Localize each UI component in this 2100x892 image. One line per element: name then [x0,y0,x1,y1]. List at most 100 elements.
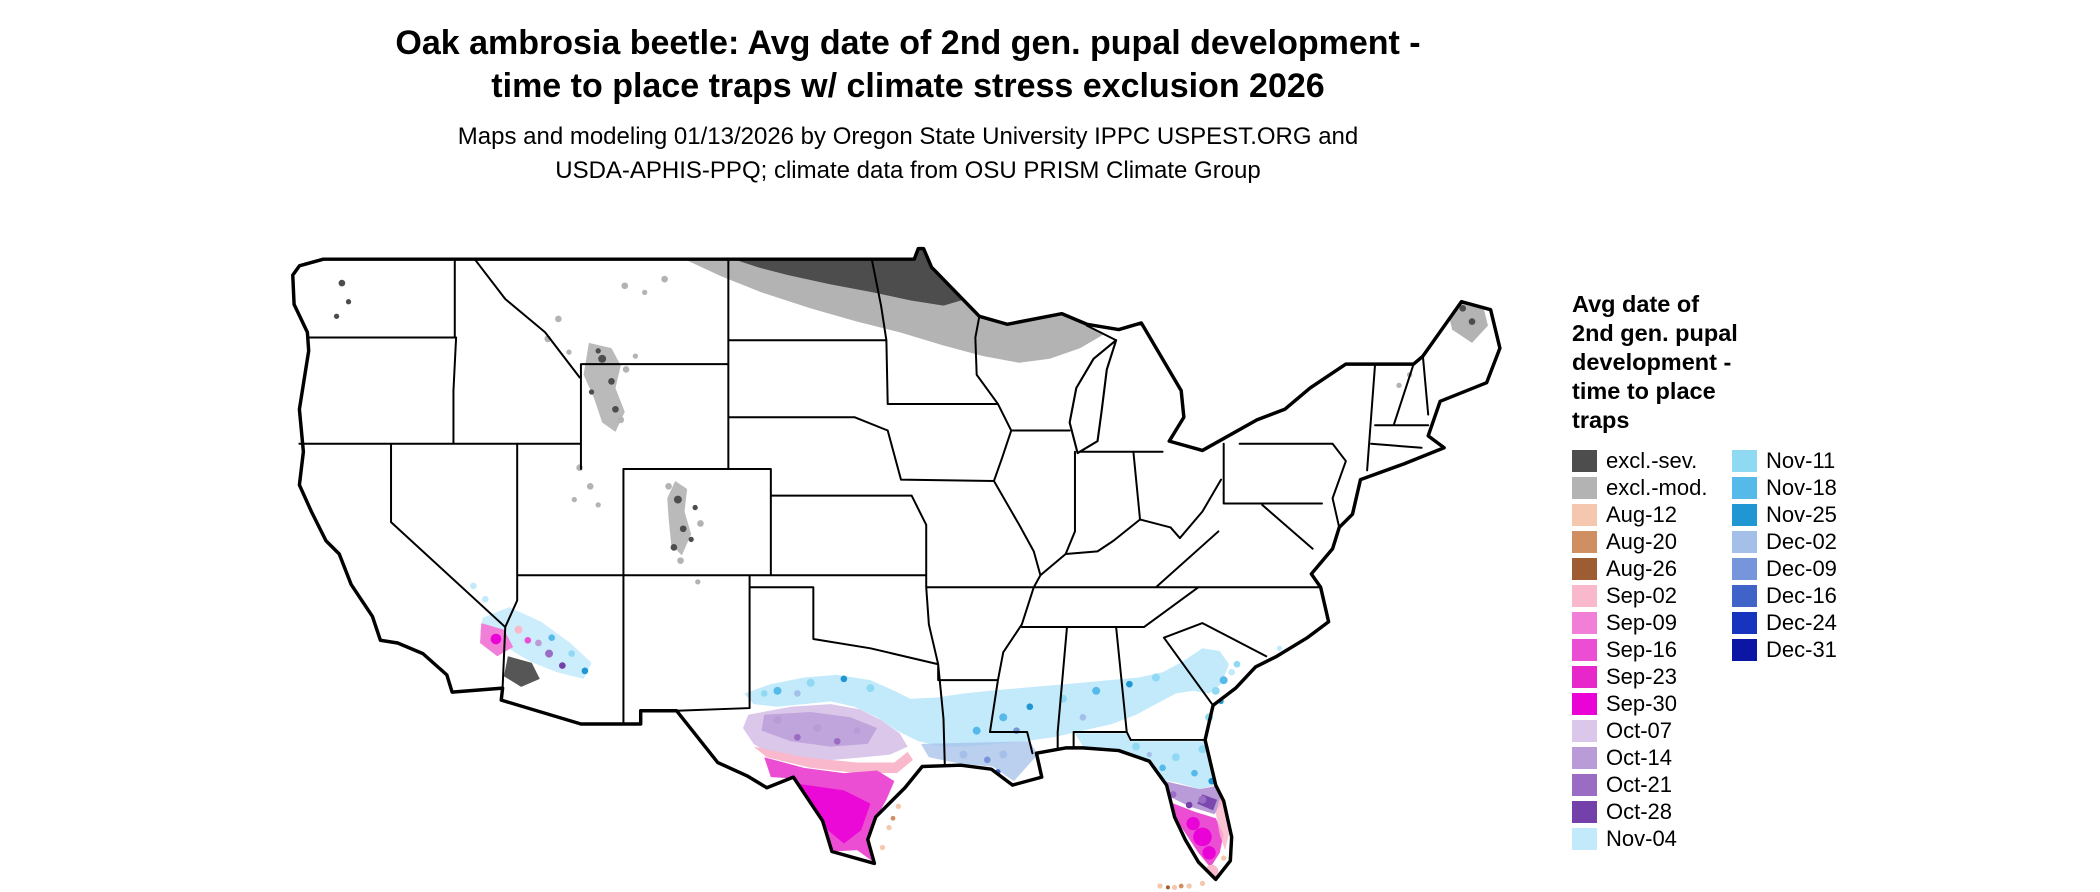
legend-label: Sep-16 [1606,636,1677,662]
legend-item: Sep-30 [1572,690,1732,717]
legend-label: Nov-18 [1766,474,1837,500]
speckles-aug12 [879,803,1227,890]
region-exclusion-severe-north [737,248,967,306]
legend-swatch [1572,665,1597,688]
legend-swatch [1732,476,1757,499]
legend-item: Nov-11 [1732,447,1837,474]
legend-label: Sep-02 [1606,582,1677,608]
legend-label: Aug-26 [1606,555,1677,581]
us-outline-stroke [291,246,1502,882]
legend-label: Sep-23 [1606,663,1677,689]
legend-item: Oct-28 [1572,798,1732,825]
legend-column2: Nov-11 Nov-18 Nov-25 Dec-02 Dec-09 Dec-16 Dec-… [1732,447,1837,663]
legend: Avg date of 2nd gen. pupal development -… [1572,290,2042,852]
legend-item: Aug-12 [1572,501,1732,528]
legend-item: Sep-23 [1572,663,1732,690]
legend-swatch [1732,449,1757,472]
region-texas-september-pink-fringe [753,746,913,774]
lake-michigan [1068,339,1118,455]
legend-swatch [1572,773,1597,796]
legend-item: Sep-02 [1572,582,1732,609]
map-subtitle-line-2: USDA-APHIS-PPQ; climate data from OSU PR… [555,157,1261,184]
speckles-sep16 [524,637,532,644]
map-subtitle-line-1: Maps and modeling 01/13/2026 by Oregon S… [457,123,1359,150]
map-subtitle: Maps and modeling 01/13/2026 by Oregon S… [158,120,1658,188]
legend-label: excl.-mod. [1606,474,1708,500]
region-florida-east-coast-pink [1215,794,1229,851]
map-title-line-2: time to place traps w/ climate stress ex… [491,67,1325,105]
region-south-texas-bright-magenta [797,783,871,844]
legend-item: excl.-mod. [1572,474,1732,501]
region-arizona-exclusion-severe [503,656,540,687]
speckles-oct21 [545,649,1207,804]
region-louisiana-december [920,741,1038,782]
legend-label: Nov-04 [1606,825,1677,851]
legend-item: Aug-20 [1572,528,1732,555]
region-exclusion-colorado-rockies [667,480,692,556]
legend-swatch [1572,719,1597,742]
speckles-sep [490,633,502,645]
legend-swatch [1572,611,1597,634]
speckles-nov18 [548,634,1228,777]
legend-label: Aug-12 [1606,501,1677,527]
legend-label: Dec-24 [1766,609,1837,635]
legend-swatch [1572,530,1597,553]
legend-label: excl.-sev. [1606,447,1698,473]
legend-item: Dec-02 [1732,528,1837,555]
legend-item: Dec-24 [1732,609,1837,636]
speckles-exclusion-severe [333,279,1476,551]
legend-item: excl.-sev. [1572,447,1732,474]
legend-title-line-1: Avg date of [1572,291,1700,317]
legend-item: Oct-21 [1572,771,1732,798]
legend-label: Dec-02 [1766,528,1837,554]
speckles-aug26 [1165,885,1170,890]
region-florida-bright-magenta-2 [1186,816,1200,831]
map-title-line-1: Oak ambrosia beetle: Avg date of 2nd gen… [395,24,1421,62]
legend-item: Nov-25 [1732,501,1837,528]
legend-label: Oct-28 [1606,798,1673,824]
map-title: Oak ambrosia beetle: Avg date of 2nd gen… [158,22,1658,108]
legend-swatch [1572,827,1597,850]
legend-swatch [1572,584,1597,607]
legend-swatch [1572,800,1597,823]
legend-swatch [1732,611,1757,634]
legend-label: Oct-14 [1606,744,1673,770]
legend-item: Dec-09 [1732,555,1837,582]
legend-item: Oct-07 [1572,717,1732,744]
header: Oak ambrosia beetle: Avg date of 2nd gen… [158,22,1658,188]
speckles-oct14 [535,639,861,734]
legend-item: Oct-14 [1572,744,1732,771]
legend-item: Dec-16 [1732,582,1837,609]
legend-swatch [1572,557,1597,580]
speckles-nov04 [470,582,1283,676]
legend-swatch [1572,476,1597,499]
speckles-nov25 [581,667,1224,785]
legend-label: Oct-21 [1606,771,1673,797]
legend-title: Avg date of 2nd gen. pupal development -… [1572,290,2042,435]
legend-label: Dec-09 [1766,555,1837,581]
legend-swatch [1572,503,1597,526]
legend-item: Dec-31 [1732,636,1837,663]
legend-columns: excl.-sev. excl.-mod. Aug-12 Aug-20 Aug-26 Se… [1572,447,2042,852]
region-gulf-coast-november-band [744,648,1229,747]
legend-swatch [1572,746,1597,769]
legend-title-line-5: traps [1572,407,1630,433]
state-border-lines [298,258,1430,767]
legend-swatch [1572,638,1597,661]
legend-column1: excl.-sev. excl.-mod. Aug-12 Aug-20 Aug-26 Se… [1572,447,1732,852]
legend-swatch [1732,557,1757,580]
legend-title-line-2: 2nd gen. pupal [1572,320,1738,346]
legend-item: Nov-04 [1572,825,1732,852]
legend-label: Dec-16 [1766,582,1837,608]
legend-swatch [1732,530,1757,553]
choropleth-regions [480,248,1488,879]
us-map-svg [291,246,1502,890]
speckles-sep02 [514,625,523,634]
legend-label: Nov-25 [1766,501,1837,527]
speckles-oct28 [559,662,1193,809]
us-map [286,226,1508,890]
speckles-dec02 [794,690,1152,759]
region-florida-bright-magenta [1193,827,1212,847]
legend-label: Sep-09 [1606,609,1677,635]
